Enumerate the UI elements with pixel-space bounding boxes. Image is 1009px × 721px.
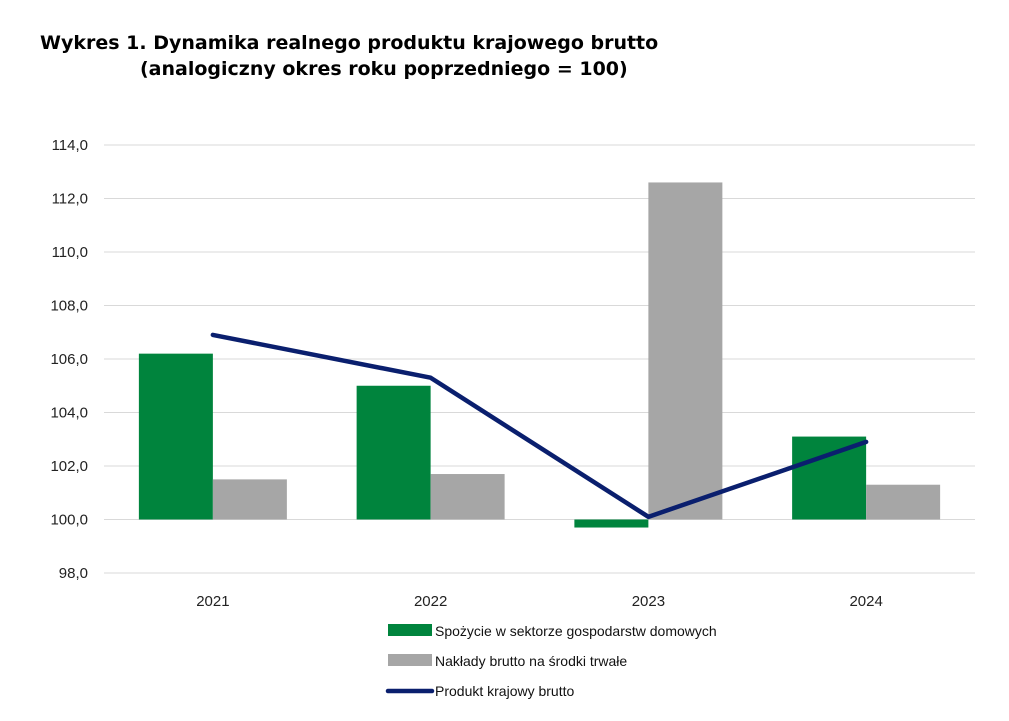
chart-title-block: Wykres 1. Dynamika realnego produktu kra… [40, 30, 740, 82]
bar [792, 436, 867, 520]
chart-subtitle: (analogiczny okres roku poprzedniego = 1… [140, 58, 628, 80]
legend-swatch [388, 654, 432, 666]
legend-label: Spożycie w sektorze gospodarstw domowych [435, 623, 717, 639]
y-tick-label: 108,0 [50, 298, 88, 315]
gdp-line [210, 332, 869, 520]
chart-title: Wykres 1. Dynamika realnego produktu kra… [40, 32, 659, 54]
bar [430, 474, 505, 520]
bar [212, 479, 287, 520]
y-tick-label: 100,0 [50, 512, 88, 529]
y-tick-label: 110,0 [52, 244, 88, 261]
bar [138, 353, 213, 520]
legend-label: Produkt krajowy brutto [435, 683, 574, 699]
y-tick-label: 106,0 [50, 351, 88, 368]
legend-swatch [388, 624, 432, 636]
y-tick-label: 102,0 [50, 458, 88, 475]
y-tick-label: 112,0 [52, 191, 88, 208]
x-tick-label: 2022 [414, 593, 447, 610]
legend-label: Nakłady brutto na środki trwałe [435, 653, 627, 669]
x-tick-label: 2024 [849, 593, 882, 610]
y-tick-label: 114,0 [52, 137, 88, 154]
x-tick-label: 2021 [196, 593, 229, 610]
bar [648, 182, 723, 520]
y-tick-label: 98,0 [59, 565, 88, 582]
bar [356, 385, 431, 520]
x-tick-label: 2023 [632, 593, 665, 610]
y-tick-label: 104,0 [50, 405, 88, 422]
bar [574, 519, 649, 528]
bar [866, 484, 941, 520]
